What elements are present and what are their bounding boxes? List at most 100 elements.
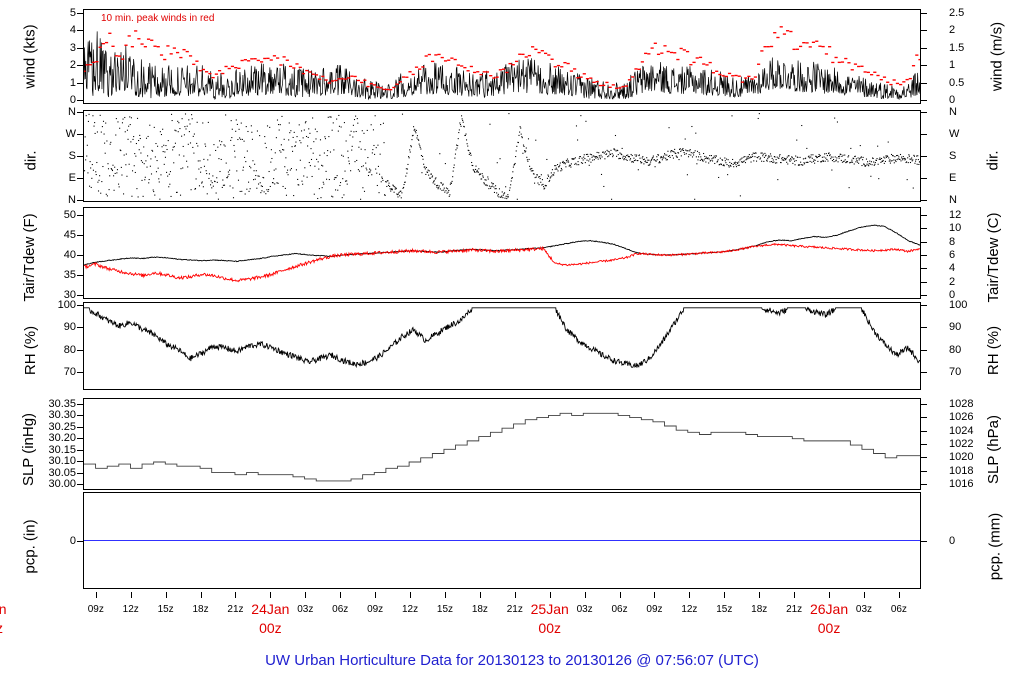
wind-tick-mark <box>77 65 83 67</box>
slp-right-tick-label: 1024 <box>949 424 974 437</box>
x-hour-label: 09z <box>87 604 104 615</box>
x-hour-label: 15z <box>436 604 454 615</box>
rh-left-tick-label: 100 <box>57 299 76 311</box>
dir-right-tick-label: N <box>949 106 957 118</box>
wind-tick-mark <box>77 13 83 14</box>
x-hour-label: 03z <box>855 604 873 615</box>
x-hour-label: 15z <box>157 604 174 615</box>
x-tick-mark <box>514 592 516 598</box>
wind-tick-mark <box>921 100 927 101</box>
clipped-day-label-line1: Jan <box>0 601 7 617</box>
x-hour-label: 21z <box>506 604 523 615</box>
slp-tick-mark <box>921 457 927 459</box>
slp-tick-mark <box>77 438 83 440</box>
pcp-left-tick-label: 0 <box>69 534 76 547</box>
wind-tick-mark <box>921 13 927 14</box>
x-tick-mark <box>444 592 446 598</box>
temp-tick-mark <box>921 228 927 230</box>
temp-right-tick-label: 6 <box>949 249 956 261</box>
x-day-label: 26Jan <box>809 601 849 617</box>
temp-tick-mark <box>77 215 83 216</box>
dir-left-tick-label: N <box>68 194 76 206</box>
x-day-label-line2: 00z <box>538 620 561 636</box>
x-day-label: 24Jan <box>251 601 290 617</box>
wind-left-tick-label: 4 <box>69 24 76 37</box>
temp-tick-mark <box>921 295 927 296</box>
wind-tick-mark <box>921 65 927 67</box>
temp-tick-mark <box>921 215 927 216</box>
dir-left-tick-label: E <box>68 172 76 184</box>
wind-left-tick-label: 0 <box>69 94 76 106</box>
dir-tick-mark <box>921 200 927 201</box>
slp-tick-mark <box>921 417 927 419</box>
x-tick-mark <box>619 592 621 598</box>
dir-right-tick-label: E <box>949 172 957 184</box>
wind-tick-mark <box>77 47 83 49</box>
dir-tick-mark <box>77 200 83 201</box>
pcp-right-tick-label: 0 <box>949 534 956 547</box>
slp-tick-mark <box>77 404 83 405</box>
x-tick-mark <box>759 592 761 598</box>
x-hour-label: 18z <box>192 604 209 615</box>
slp-left-tick-label: 30.15 <box>48 443 76 456</box>
wind-ylabel-left: wind (kts) <box>21 24 39 89</box>
direction-plot <box>84 113 920 200</box>
slp-tick-mark <box>921 470 927 472</box>
x-hour-label: 18z <box>751 604 768 615</box>
humidity-plot <box>84 303 920 389</box>
wind-tick-mark <box>921 47 927 49</box>
temp-left-tick-label: 50 <box>63 209 76 221</box>
dir-tick-mark <box>77 178 83 179</box>
wind-right-tick-label: 0.5 <box>949 76 965 89</box>
slp-tick-mark <box>77 449 83 451</box>
rh-tick-mark <box>921 305 927 306</box>
x-tick-mark <box>375 592 377 598</box>
rh-left-tick-label: 80 <box>63 343 76 356</box>
slp-tick-mark <box>77 472 83 474</box>
pressure-plot <box>84 399 920 489</box>
x-tick-mark <box>724 592 726 598</box>
x-hour-label: 21z <box>227 604 244 615</box>
dir-tick-mark <box>77 156 83 157</box>
x-day-label-line2: 00z <box>817 620 841 636</box>
slp-tick-mark <box>921 430 927 432</box>
pcp-tick-mark <box>921 540 927 542</box>
wind-right-tick-label: 1.5 <box>949 41 965 54</box>
temp-left-tick-label: 35 <box>63 269 76 281</box>
temp-tick-mark <box>921 268 927 270</box>
x-hour-label: 18z <box>471 604 488 615</box>
temp-right-tick-label: 2 <box>949 275 956 288</box>
panel-direction <box>83 110 921 202</box>
wind-tick-mark <box>921 30 927 32</box>
rh-right-tick-label: 100 <box>949 299 968 311</box>
temp-tick-mark <box>77 235 83 236</box>
x-hour-label: 09z <box>646 604 663 615</box>
slp-tick-mark <box>77 484 83 485</box>
x-tick-mark <box>95 592 97 598</box>
dir-left-tick-label: W <box>65 128 76 140</box>
x-tick-mark <box>654 592 656 598</box>
chart-title: UW Urban Horticulture Data for 20130123 … <box>265 652 759 669</box>
slp-right-tick-label: 1026 <box>949 411 974 424</box>
wind-left-tick-label: 2 <box>69 59 76 72</box>
x-day-label: 25Jan <box>530 601 569 617</box>
x-tick-mark <box>584 592 586 598</box>
x-hour-label: 09z <box>367 604 384 615</box>
slp-left-tick-label: 30.25 <box>48 420 76 433</box>
x-tick-mark <box>200 592 202 598</box>
slp-right-tick-label: 1028 <box>949 398 974 410</box>
wind-tick-mark <box>77 82 83 84</box>
dir-tick-mark <box>921 112 927 113</box>
x-tick-mark <box>689 592 691 598</box>
temp-tick-mark <box>77 295 83 296</box>
precipitation-plot <box>84 493 920 588</box>
rh-tick-mark <box>77 349 83 351</box>
panel-humidity <box>83 302 921 390</box>
dir-right-tick-label: S <box>949 150 957 162</box>
rh-right-tick-label: 70 <box>949 366 962 378</box>
temp-right-tick-label: 12 <box>949 209 962 221</box>
dir-tick-mark <box>77 112 83 113</box>
temp-left-tick-label: 45 <box>63 229 76 241</box>
rh-tick-mark <box>77 372 83 373</box>
x-tick-mark <box>863 592 865 598</box>
